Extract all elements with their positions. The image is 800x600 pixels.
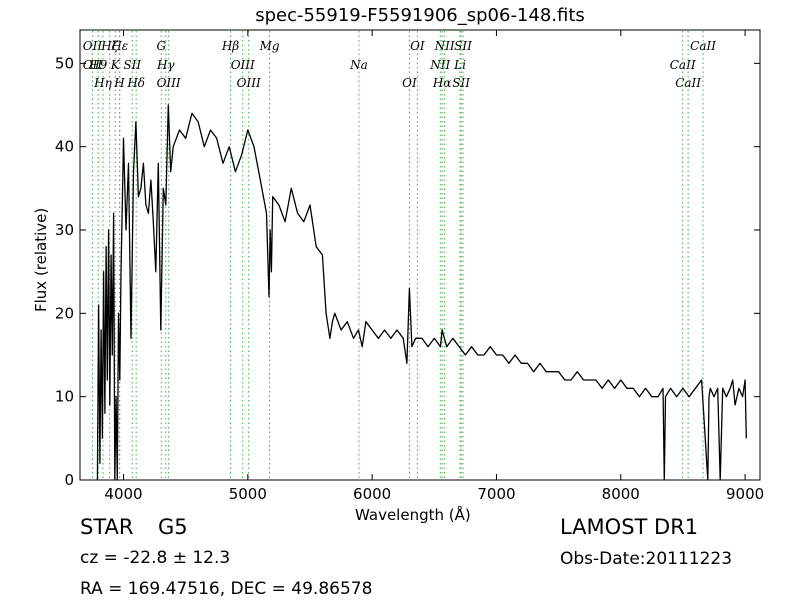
line-label: OIII (231, 58, 255, 72)
spectrum-line (96, 104, 747, 481)
line-label: H (113, 76, 125, 90)
line-label: NII (434, 39, 455, 53)
line-label: Li (453, 58, 466, 72)
x-tick-label: 6000 (353, 485, 391, 503)
line-label: SII (452, 76, 470, 90)
line-label: G (157, 39, 167, 53)
line-label: CaII (670, 58, 696, 72)
x-tick-label: 4000 (104, 485, 142, 503)
y-axis-label: Flux (relative) (32, 207, 50, 312)
y-tick-label: 40 (55, 138, 74, 156)
line-label: Hα (432, 76, 452, 90)
x-tick-label: 9000 (726, 485, 764, 503)
y-tick-label: 20 (55, 304, 74, 322)
line-label: OIII (237, 76, 261, 90)
x-tick-label: 7000 (477, 485, 515, 503)
line-label: CaII (675, 76, 701, 90)
x-tick-label: 8000 (602, 485, 640, 503)
line-label: NII (429, 58, 450, 72)
line-label: Hδ (126, 76, 145, 90)
line-label: Hγ (156, 58, 175, 72)
chart-title: spec-55919-F5591906_sp06-148.fits (255, 5, 585, 26)
line-label: Na (349, 58, 368, 72)
y-tick-label: 30 (55, 221, 74, 239)
line-label: SII (454, 39, 472, 53)
line-label: Hε (110, 39, 128, 53)
line-label: OI (410, 39, 425, 53)
object-class: STAR (80, 515, 134, 539)
coordinates: RA = 169.47516, DEC = 49.86578 (80, 579, 373, 599)
y-tick-label: 50 (55, 54, 74, 72)
line-label: Mg (259, 39, 280, 53)
line-label: OIII (157, 76, 181, 90)
line-label: Hη (93, 76, 112, 90)
line-label: SII (123, 58, 141, 72)
line-label: K (110, 58, 121, 72)
survey-name: LAMOST DR1 (560, 515, 699, 539)
x-tick-label: 5000 (229, 485, 267, 503)
redshift-cz: cz = -22.8 ± 12.3 (80, 548, 231, 568)
line-label: OII (83, 58, 103, 72)
y-tick-label: 10 (55, 388, 74, 406)
line-label: Hβ (221, 39, 239, 53)
line-label: CaII (690, 39, 716, 53)
line-label: OII (83, 39, 103, 53)
y-tick-label: 0 (64, 471, 74, 489)
observation-date: Obs-Date:20111223 (560, 549, 733, 569)
line-label: OI (402, 76, 417, 90)
line-label: H9 (88, 58, 107, 72)
object-subclass: G5 (158, 515, 188, 539)
x-axis-label: Wavelength (Å) (355, 506, 471, 524)
plot-frame (79, 29, 761, 481)
